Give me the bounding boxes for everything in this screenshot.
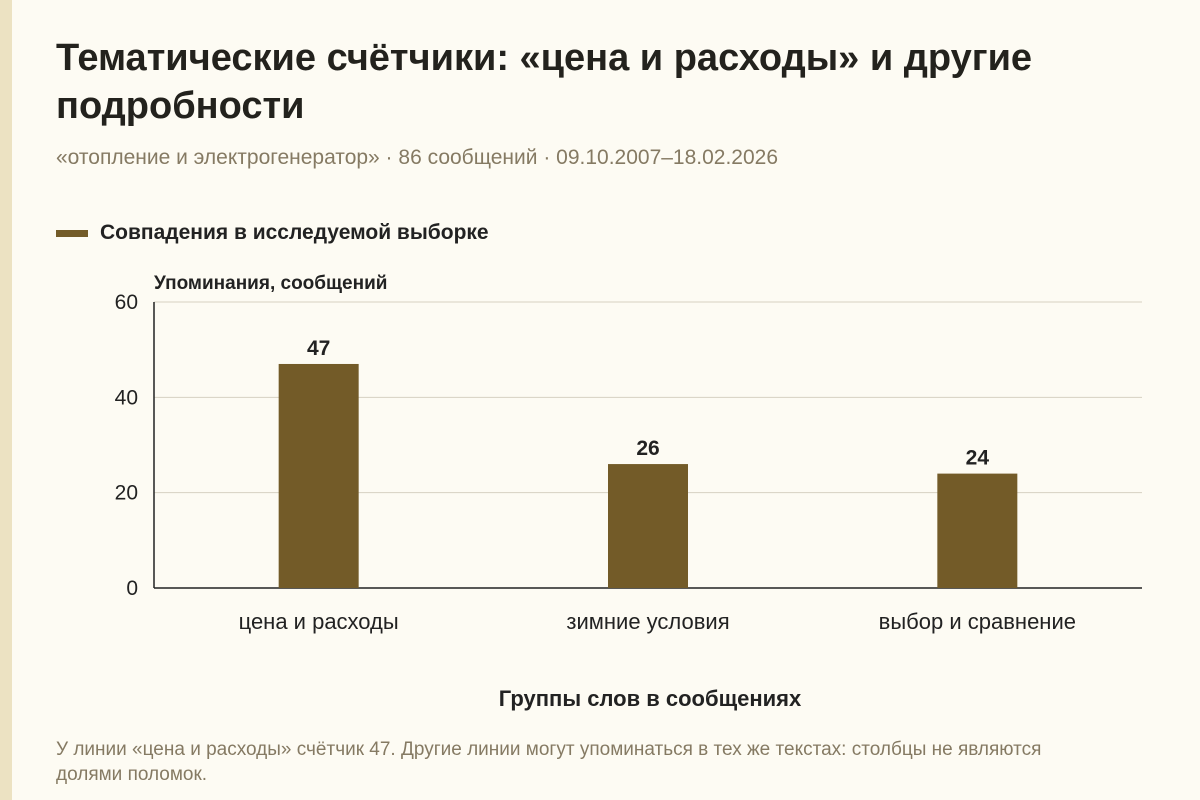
y-tick-label: 40 — [115, 386, 138, 409]
chart-legend: Совпадения в исследуемой выборке — [56, 219, 489, 247]
footnote: У линии «цена и расходы» счётчик 47. Дру… — [56, 739, 1042, 785]
left-accent-strip — [0, 0, 12, 800]
y-tick-label: 0 — [126, 577, 138, 600]
bar — [608, 464, 688, 588]
bar — [278, 363, 359, 588]
legend-label: Совпадения в исследуемой выборке — [100, 221, 489, 244]
y-tick-label: 20 — [115, 482, 138, 505]
legend-swatch — [56, 229, 88, 237]
x-tick-label: зимние условия — [566, 609, 729, 634]
data-label: 24 — [966, 447, 990, 470]
x-tick-label: цена и расходы — [239, 609, 399, 634]
y-tick-label: 60 — [115, 291, 138, 314]
x-tick-label: выбор и сравнение — [879, 609, 1076, 634]
y-axis-title: Упоминания, сообщений — [154, 273, 388, 294]
x-axis-title: Группы слов в сообщениях — [498, 686, 802, 711]
page-title: Тематические счётчики: «цена и расходы» … — [56, 37, 1033, 127]
data-label: 47 — [307, 337, 330, 360]
page-subtitle: «отопление и электрогенератор» · 86 сооб… — [56, 146, 779, 169]
data-label: 26 — [636, 437, 659, 460]
bar — [937, 473, 1018, 588]
